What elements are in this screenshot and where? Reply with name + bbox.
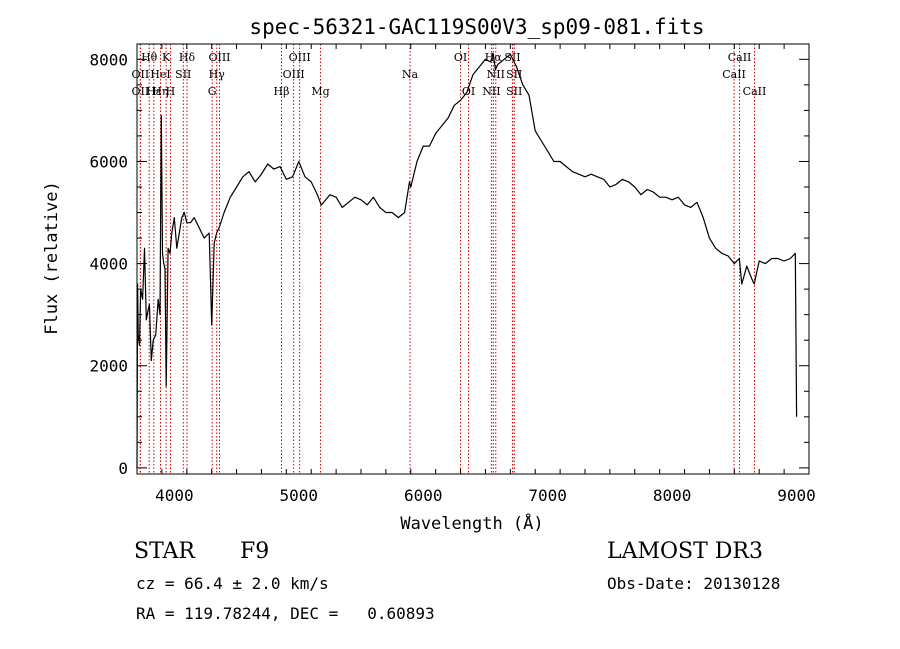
y-axis-label: Flux (relative): [42, 181, 62, 335]
line-marker-label: Mg: [311, 85, 329, 98]
x-tick-label: 9000: [777, 486, 816, 505]
line-marker-label: HeI: [150, 68, 170, 81]
plot-frame: [136, 43, 810, 475]
x-tick-label: 8000: [653, 486, 692, 505]
spectrum-series: [136, 53, 798, 468]
line-marker-label: Na: [402, 68, 419, 81]
x-tick-label: 4000: [155, 486, 194, 505]
line-marker-label: K: [162, 51, 171, 64]
y-tick-label: 2000: [89, 357, 128, 376]
line-marker-label: CaII: [728, 51, 752, 64]
line-marker-label: OIII: [208, 51, 230, 64]
class-label: STAR: [134, 539, 195, 564]
obs-date-label: Obs-Date: 20130128: [607, 574, 781, 593]
line-marker-label: H: [166, 85, 176, 98]
x-tick-label: 7000: [528, 486, 567, 505]
line-marker-label: OII: [132, 68, 150, 81]
line-marker-label: OIII: [283, 68, 305, 81]
line-marker-label: Hθ: [141, 51, 158, 64]
line-marker-label: CaII: [722, 68, 746, 81]
x-axis-label: Wavelength (Å): [400, 512, 543, 534]
y-tick-label: 8000: [89, 50, 128, 69]
line-marker-label: OI: [454, 51, 467, 64]
line-marker-label: Hη: [152, 85, 168, 98]
y-tick-label: 4000: [89, 255, 128, 274]
chart-title: spec-56321-GAC119S00V3_sp09-081.fits: [249, 15, 704, 39]
survey-label: LAMOST DR3: [607, 539, 763, 564]
redshift-label: cz = 66.4 ± 2.0 km/s: [136, 574, 329, 593]
line-marker-label: NII: [487, 68, 505, 81]
line-marker-label: OII: [132, 85, 150, 98]
y-axis: 0 2000 4000 6000 8000: [89, 50, 809, 478]
y-tick-label: 0: [118, 459, 128, 478]
x-tick-label: 5000: [280, 486, 319, 505]
coordinates-label: RA = 119.78244, DEC = 0.60893: [136, 604, 435, 623]
line-marker-label: CaII: [743, 85, 767, 98]
line-marker-label: Hε: [146, 85, 162, 98]
line-marker-label: NII: [482, 85, 500, 98]
line-marker-label: SII: [506, 85, 522, 98]
x-tick-label: 6000: [404, 486, 443, 505]
line-marker-label: OIII: [289, 51, 311, 64]
line-marker-label: SII: [175, 68, 191, 81]
subclass-label: F9: [240, 539, 270, 564]
line-marker-label: Hβ: [274, 85, 290, 98]
line-marker-label: Hδ: [179, 51, 196, 64]
line-marker-label: Hγ: [209, 68, 226, 81]
spectrum-line: [136, 53, 798, 468]
x-axis: 4000 5000 6000 7000 8000 9000: [136, 44, 816, 505]
line-marker-label: G: [208, 85, 217, 98]
y-tick-label: 6000: [89, 152, 128, 171]
